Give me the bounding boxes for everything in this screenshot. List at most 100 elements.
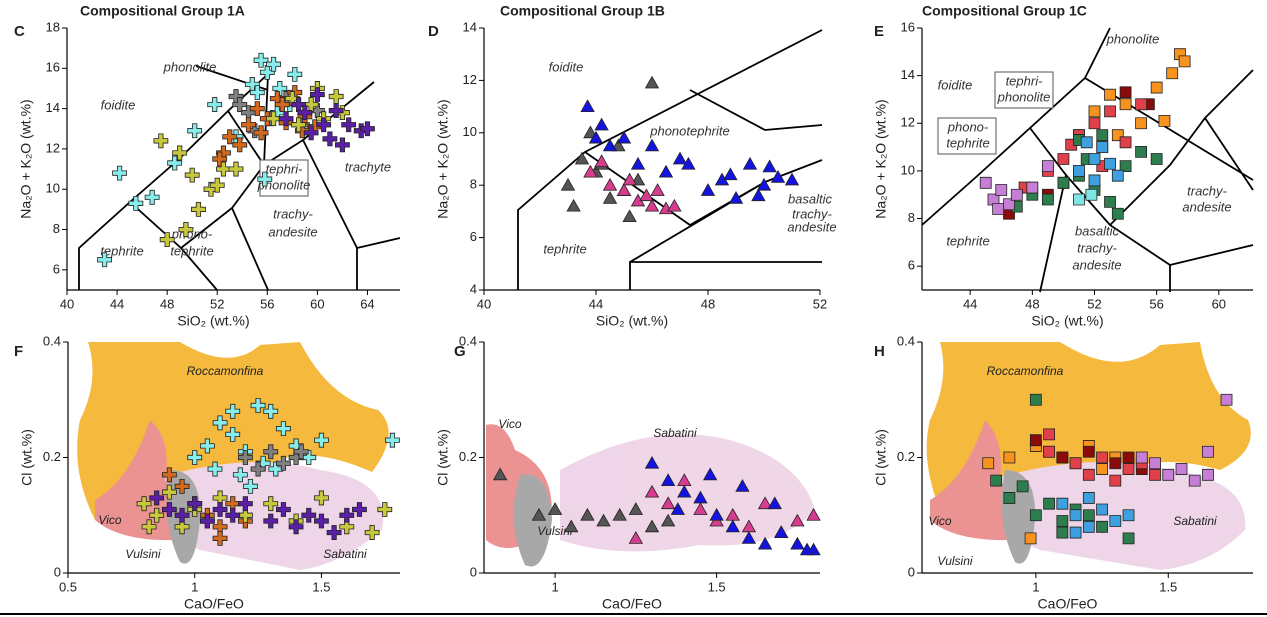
- point: [1080, 136, 1093, 149]
- y-tick-label: 6: [908, 258, 915, 273]
- point: [1119, 86, 1132, 99]
- point: [644, 519, 660, 533]
- x-axis-label: CaO/FeO: [184, 596, 244, 612]
- field-label: Sabatini: [653, 426, 697, 440]
- x-tick-label: 40: [477, 296, 491, 311]
- point: [616, 183, 632, 196]
- panel: 40 44 48 52 4 6 8 10 12 14 SiO₂ (wt.%) Na₂O + K₂O (…: [428, 3, 837, 329]
- field-label: foidite: [938, 77, 973, 92]
- point: [272, 81, 288, 96]
- point: [725, 519, 740, 533]
- point: [1122, 463, 1135, 475]
- point: [1029, 509, 1042, 522]
- point: [702, 467, 718, 481]
- point: [628, 531, 644, 544]
- point: [1082, 520, 1095, 533]
- y-tick-label: 0.4: [897, 333, 915, 348]
- point: [250, 398, 266, 413]
- point: [1109, 515, 1122, 527]
- point: [241, 117, 256, 133]
- field-label: tephrite: [946, 233, 989, 248]
- point: [1122, 451, 1135, 464]
- y-axis-label: Cl (wt.%): [19, 429, 35, 486]
- point: [660, 473, 676, 486]
- point: [238, 450, 253, 465]
- field-label: Vico: [98, 513, 121, 527]
- y-tick-label: 6: [53, 261, 60, 276]
- panel-title: Compositional Group 1B: [500, 3, 665, 19]
- point: [762, 159, 777, 173]
- point: [723, 167, 738, 181]
- point: [250, 461, 266, 477]
- point: [167, 155, 183, 171]
- point: [1057, 176, 1070, 189]
- point: [141, 519, 157, 535]
- point: [742, 156, 758, 170]
- point: [187, 496, 203, 512]
- point: [172, 145, 188, 161]
- point: [1088, 153, 1101, 165]
- y-tick-label: 0: [54, 564, 61, 579]
- point: [596, 513, 611, 527]
- point: [1096, 141, 1109, 153]
- x-tick-label: 48: [160, 296, 174, 311]
- point: [644, 198, 660, 212]
- point: [757, 536, 773, 550]
- point: [1016, 480, 1029, 493]
- point: [1149, 457, 1161, 470]
- field-label: Sabatini: [323, 547, 367, 561]
- field-label: Roccamonfina: [987, 364, 1064, 378]
- point: [322, 131, 338, 147]
- point: [352, 502, 367, 517]
- point: [225, 507, 241, 523]
- y-axis-label: Cl (wt.%): [873, 429, 889, 486]
- panel-letter: F: [14, 343, 23, 360]
- point: [735, 479, 750, 492]
- field-label: Vulsini: [937, 554, 972, 568]
- point: [670, 502, 686, 515]
- point: [209, 177, 225, 193]
- point: [1096, 451, 1108, 464]
- field-label: tephrite: [543, 241, 586, 256]
- y-tick-label: 10: [46, 181, 60, 196]
- point: [622, 209, 637, 223]
- x-tick-label: 0.5: [59, 579, 77, 594]
- point: [767, 496, 782, 510]
- point: [560, 177, 576, 191]
- panel-letter: D: [428, 23, 439, 40]
- point: [207, 461, 223, 477]
- point: [1085, 188, 1098, 201]
- point: [1088, 117, 1101, 130]
- point: [303, 125, 319, 141]
- x-tick-label: 60: [310, 296, 324, 311]
- y-tick-label: 0.2: [897, 449, 915, 464]
- x-tick-label: 44: [110, 296, 124, 311]
- point: [1178, 55, 1191, 68]
- point: [266, 111, 281, 127]
- x-tick-label: 56: [1149, 296, 1163, 311]
- field-label: trachyte: [345, 159, 391, 174]
- panel-title: Compositional Group 1A: [80, 3, 245, 19]
- point: [1175, 463, 1188, 475]
- point: [1122, 532, 1135, 545]
- point: [681, 156, 696, 170]
- field-label: trachy-: [273, 206, 313, 221]
- point: [128, 195, 144, 211]
- point: [650, 183, 665, 196]
- point: [278, 111, 294, 127]
- point: [207, 97, 223, 112]
- y-tick-label: 0.2: [459, 449, 477, 464]
- point: [1082, 492, 1095, 504]
- point: [992, 203, 1005, 215]
- point: [639, 188, 654, 202]
- field-label: basaltic: [788, 191, 833, 206]
- y-tick-label: 12: [463, 72, 477, 87]
- x-tick-label: 52: [813, 296, 827, 311]
- point: [644, 138, 660, 152]
- point: [112, 165, 127, 181]
- point: [602, 177, 618, 191]
- point: [263, 496, 279, 512]
- point: [1122, 509, 1135, 522]
- point: [644, 484, 660, 498]
- point: [232, 467, 248, 483]
